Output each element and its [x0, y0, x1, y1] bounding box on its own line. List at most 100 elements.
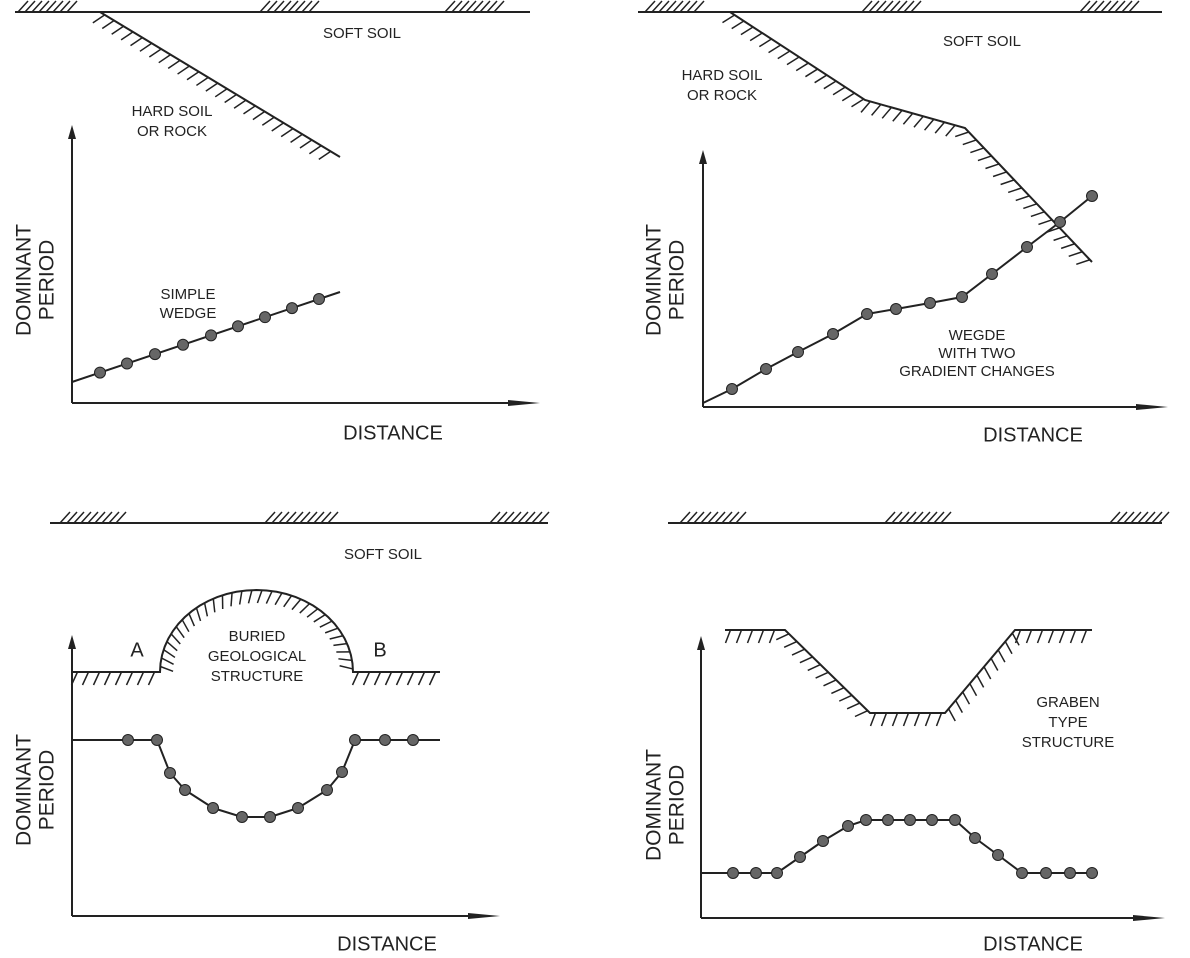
point	[950, 815, 961, 826]
hatch	[386, 672, 392, 685]
hatch	[935, 122, 944, 133]
hatch	[1016, 630, 1021, 643]
point	[925, 298, 936, 309]
hatch	[861, 101, 870, 112]
hatch	[903, 113, 912, 124]
hatch	[281, 129, 293, 137]
point-label: A	[130, 639, 144, 661]
hatch	[998, 650, 1005, 662]
y-axis-label: PERIOD	[666, 240, 689, 321]
hatch	[1027, 630, 1032, 643]
hatch	[914, 116, 923, 127]
hatch	[138, 672, 144, 685]
hatch	[1082, 630, 1087, 643]
x-axis-arrow	[508, 400, 540, 406]
structure-label: STRUCTURE	[211, 668, 304, 685]
hatch	[300, 604, 310, 613]
point	[152, 735, 163, 746]
point	[905, 815, 916, 826]
y-axis-label: DOMINANT	[643, 224, 666, 336]
hatch	[1023, 204, 1037, 209]
hatch	[213, 599, 214, 613]
structure-label: BURIED	[229, 628, 286, 645]
point	[265, 812, 276, 823]
hatch	[116, 672, 122, 685]
hatch	[262, 117, 274, 125]
hatch	[257, 590, 262, 603]
hatch	[993, 172, 1007, 177]
hatch	[397, 672, 403, 685]
point	[408, 735, 419, 746]
hatch	[882, 713, 887, 726]
hatch	[93, 15, 105, 23]
x-axis-label: DISTANCE	[983, 424, 1083, 446]
point	[761, 364, 772, 375]
hatch	[314, 615, 325, 622]
y-axis-label: DOMINANT	[13, 734, 36, 846]
hatch	[215, 89, 227, 97]
point	[727, 384, 738, 395]
hatch	[205, 603, 208, 616]
hatch	[1001, 180, 1015, 185]
point	[178, 339, 189, 350]
hatch	[800, 657, 813, 663]
curve-label: WEDGE	[160, 305, 217, 322]
hatch	[1016, 196, 1030, 201]
point	[260, 312, 271, 323]
point	[883, 815, 894, 826]
curve-label: SIMPLE	[160, 286, 215, 303]
hatch	[121, 32, 133, 40]
hatch	[915, 713, 920, 726]
point	[1065, 868, 1076, 879]
point	[993, 850, 1004, 861]
hatch	[737, 630, 742, 643]
hatch	[984, 667, 991, 679]
x-axis-label: DISTANCE	[343, 422, 443, 444]
hatch	[112, 26, 124, 34]
hatch	[833, 87, 845, 95]
hatch	[963, 140, 977, 145]
hatch	[105, 672, 111, 685]
hatch	[970, 148, 984, 153]
hatch	[1038, 630, 1043, 643]
hatch	[1071, 630, 1076, 643]
hatch	[759, 630, 764, 643]
hatch	[831, 688, 844, 694]
hatch	[430, 672, 436, 685]
y-axis-arrow	[68, 635, 76, 649]
hatch	[808, 665, 821, 671]
point	[122, 358, 133, 369]
point	[1087, 191, 1098, 202]
rock-label: HARD SOIL	[682, 67, 763, 84]
point	[1022, 242, 1033, 253]
curve-label: WEGDE	[949, 327, 1006, 344]
structure-label: STRUCTURE	[1022, 734, 1115, 751]
hatch	[94, 672, 100, 685]
hatch	[275, 593, 282, 605]
point	[891, 304, 902, 315]
point	[123, 735, 134, 746]
hatch	[1038, 220, 1052, 225]
hatch	[225, 94, 237, 102]
hatch	[309, 146, 321, 154]
hatch	[977, 675, 984, 687]
point-label: B	[373, 639, 386, 661]
hatch	[842, 93, 854, 101]
hatch	[796, 63, 808, 71]
hatch	[750, 33, 762, 41]
hatch	[320, 621, 332, 627]
y-axis-label: PERIOD	[666, 765, 689, 846]
hatch	[839, 695, 852, 701]
y-axis-arrow	[699, 150, 707, 164]
point	[208, 803, 219, 814]
hatch	[159, 55, 171, 63]
hatch	[164, 650, 175, 658]
hatch	[882, 107, 891, 118]
hatch	[732, 21, 744, 29]
hatch	[176, 627, 184, 638]
hatch	[187, 72, 199, 80]
hatch	[196, 608, 200, 621]
point	[987, 269, 998, 280]
hatch	[963, 692, 970, 704]
hatch	[776, 634, 789, 640]
